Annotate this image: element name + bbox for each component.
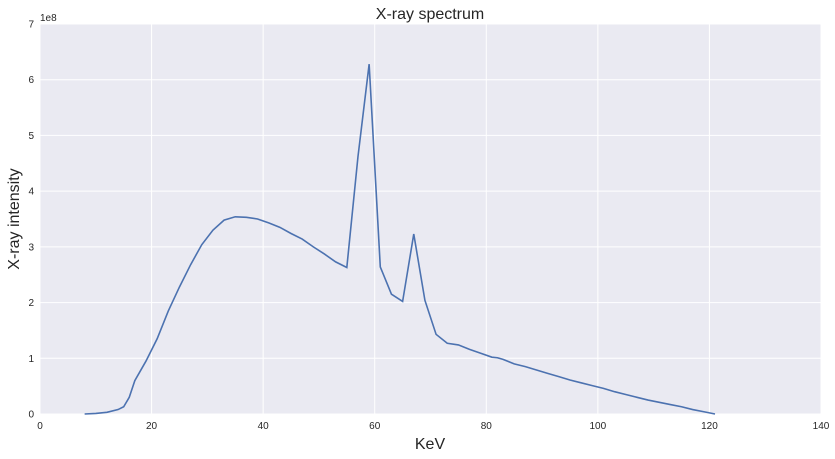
x-tick-label: 40 xyxy=(258,421,270,432)
y-tick-label: 2 xyxy=(28,298,34,309)
y-tick-label: 4 xyxy=(28,187,34,198)
y-tick-label: 1 xyxy=(28,354,34,365)
series-line xyxy=(84,64,716,415)
y-tick-label: 7 xyxy=(28,20,34,31)
x-tick-label: 140 xyxy=(813,421,830,432)
x-tick-label: 100 xyxy=(590,421,607,432)
x-tick-label: 20 xyxy=(146,421,158,432)
chart-title: X-ray spectrum xyxy=(376,6,484,23)
plot-background xyxy=(40,24,821,414)
y-tick-label: 3 xyxy=(28,242,34,253)
x-tick-label: 80 xyxy=(481,421,493,432)
grid-lines xyxy=(39,23,822,415)
y-axis-label: X-ray intensity xyxy=(6,168,23,269)
x-tick-labels: 0 20 40 60 80 100 120 140 xyxy=(37,421,830,432)
x-axis-label: KeV xyxy=(415,436,446,453)
x-tick-label: 120 xyxy=(701,421,718,432)
y-tick-label: 6 xyxy=(28,75,34,86)
y-offset-text: 1e8 xyxy=(40,13,57,24)
x-tick-label: 0 xyxy=(37,421,43,432)
y-tick-label: 5 xyxy=(28,131,34,142)
x-tick-label: 60 xyxy=(369,421,381,432)
y-tick-label: 0 xyxy=(28,410,34,421)
y-tick-labels: 0 1 2 3 4 5 6 7 xyxy=(28,20,34,421)
